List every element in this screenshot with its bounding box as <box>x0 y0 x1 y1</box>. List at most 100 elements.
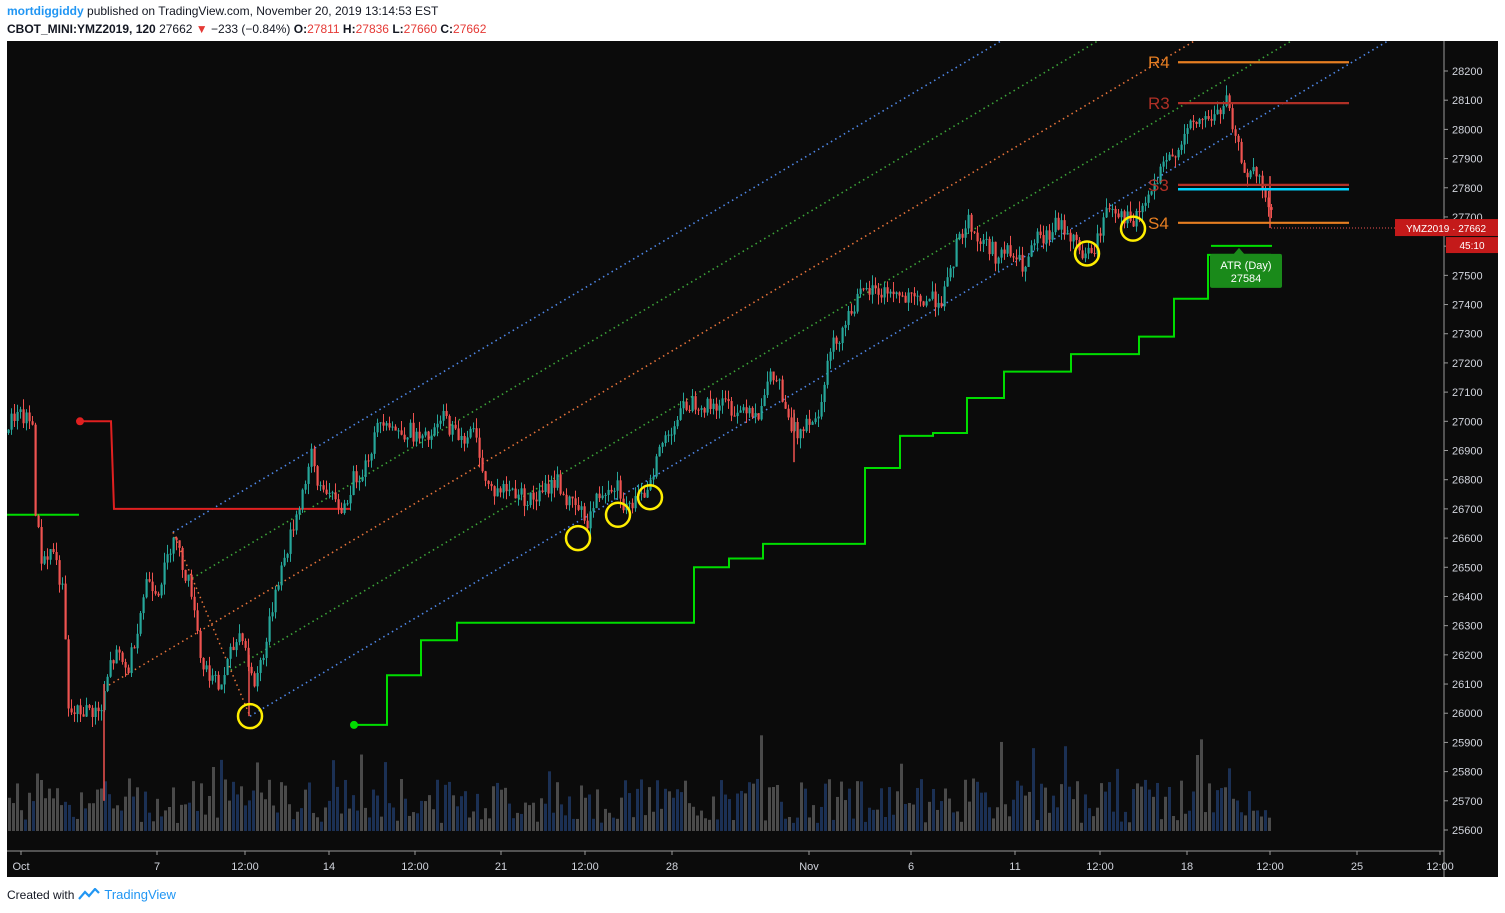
last-price-tag-text: YMZ2019 · 27662 <box>1406 224 1486 235</box>
candle-body <box>646 489 649 498</box>
volume-bar <box>768 787 771 831</box>
candle-body <box>343 503 346 514</box>
candle-body <box>394 426 397 431</box>
price-tick-label: 26500 <box>1452 562 1483 574</box>
candle-body <box>328 492 331 494</box>
candle-body <box>886 287 889 294</box>
close-label: C: <box>440 22 454 36</box>
candle-body <box>562 493 565 495</box>
time-tick-label: Nov <box>799 861 819 873</box>
volume-bar <box>188 802 191 831</box>
candle-body <box>613 490 616 492</box>
candle-body <box>1042 235 1045 244</box>
candle-body <box>406 437 409 440</box>
author-name[interactable]: mortdiggiddy <box>7 4 84 18</box>
candle-body <box>418 431 421 439</box>
volume-bar <box>1128 822 1131 831</box>
candle-body <box>1057 217 1060 230</box>
candle-body <box>232 646 235 651</box>
candle-body <box>1189 120 1192 129</box>
volume-bar <box>1164 796 1167 831</box>
candle-body <box>718 405 721 411</box>
volume-bar <box>944 788 947 831</box>
volume-bar <box>1140 786 1143 831</box>
candle-body <box>457 428 460 440</box>
low-label: L: <box>392 22 404 36</box>
candle-body <box>76 705 79 715</box>
candle-body <box>934 291 937 308</box>
candle-body <box>1138 211 1141 213</box>
volume-bar <box>36 773 39 831</box>
candle-body <box>754 413 757 417</box>
candle-body <box>598 493 601 499</box>
candle-body <box>382 422 385 426</box>
candle-body <box>760 405 763 420</box>
tradingview-brand[interactable]: TradingView <box>104 887 176 902</box>
volume-bar <box>888 787 891 831</box>
volume-bar <box>108 794 111 831</box>
candle-body <box>1264 189 1267 198</box>
annotation-layer: R4 R3 S3 S4 ATR (Day)27584 <box>236 53 1349 730</box>
volume-bar <box>1200 739 1203 831</box>
volume-bar <box>136 787 139 831</box>
volume-bar <box>424 801 427 831</box>
candle-body <box>469 428 472 438</box>
open-label: O: <box>293 22 308 36</box>
candle-body <box>862 288 865 290</box>
candle-body <box>94 707 97 717</box>
candle-body <box>1198 119 1201 124</box>
candle-body <box>619 480 622 499</box>
volume-bar <box>1120 821 1123 831</box>
candle-body <box>196 610 199 631</box>
candle-body <box>478 437 481 458</box>
candle-body <box>346 503 349 505</box>
candle-body <box>898 292 901 296</box>
candle-body <box>61 583 64 585</box>
candle-body <box>193 596 196 611</box>
volume-bar <box>396 820 399 831</box>
candle-body <box>475 428 478 438</box>
time-tick-label: 21 <box>495 861 507 873</box>
bar-timer-tag <box>1446 237 1498 254</box>
channel-base <box>172 531 251 717</box>
candle-body <box>676 419 679 427</box>
published-text: published on TradingView.com, November 2… <box>87 4 439 18</box>
candle-body <box>436 423 439 428</box>
candle-body <box>784 401 787 409</box>
candle-body <box>724 398 727 400</box>
candle-body <box>379 422 382 424</box>
candle-body <box>1120 211 1123 218</box>
volume-bar <box>808 817 811 831</box>
axes-layer: 25600 25700 25800 25900 26000 26100 26200 26300… <box>7 41 1498 877</box>
volume-bar <box>296 811 299 831</box>
candle-body <box>28 412 31 422</box>
volume-bar <box>676 789 679 831</box>
candle-body <box>1069 232 1072 242</box>
volume-bar <box>372 789 375 831</box>
candle-body <box>283 557 286 566</box>
candle-body <box>841 327 844 344</box>
volume-bar <box>968 801 971 831</box>
candle-body <box>1204 116 1207 120</box>
candle-body <box>1114 208 1117 214</box>
volume-bar <box>1016 780 1019 831</box>
volume-bar <box>1012 799 1015 831</box>
volume-bar <box>952 812 955 831</box>
candle-body <box>1141 205 1144 213</box>
candle-body <box>412 422 415 442</box>
candle-body <box>832 337 835 352</box>
volume-bar <box>764 820 767 831</box>
touch-marker-circle <box>604 501 632 528</box>
candle-body <box>820 402 823 417</box>
candle-body <box>985 238 988 240</box>
candle-body <box>673 426 676 435</box>
candle-body <box>1102 217 1105 236</box>
candle-body <box>670 434 673 436</box>
candle-body <box>787 408 790 418</box>
candle-body <box>79 705 82 715</box>
volume-bar <box>472 811 475 831</box>
touch-marker-circle <box>1073 240 1101 267</box>
candle-body <box>127 667 130 674</box>
candle-body <box>679 408 682 420</box>
